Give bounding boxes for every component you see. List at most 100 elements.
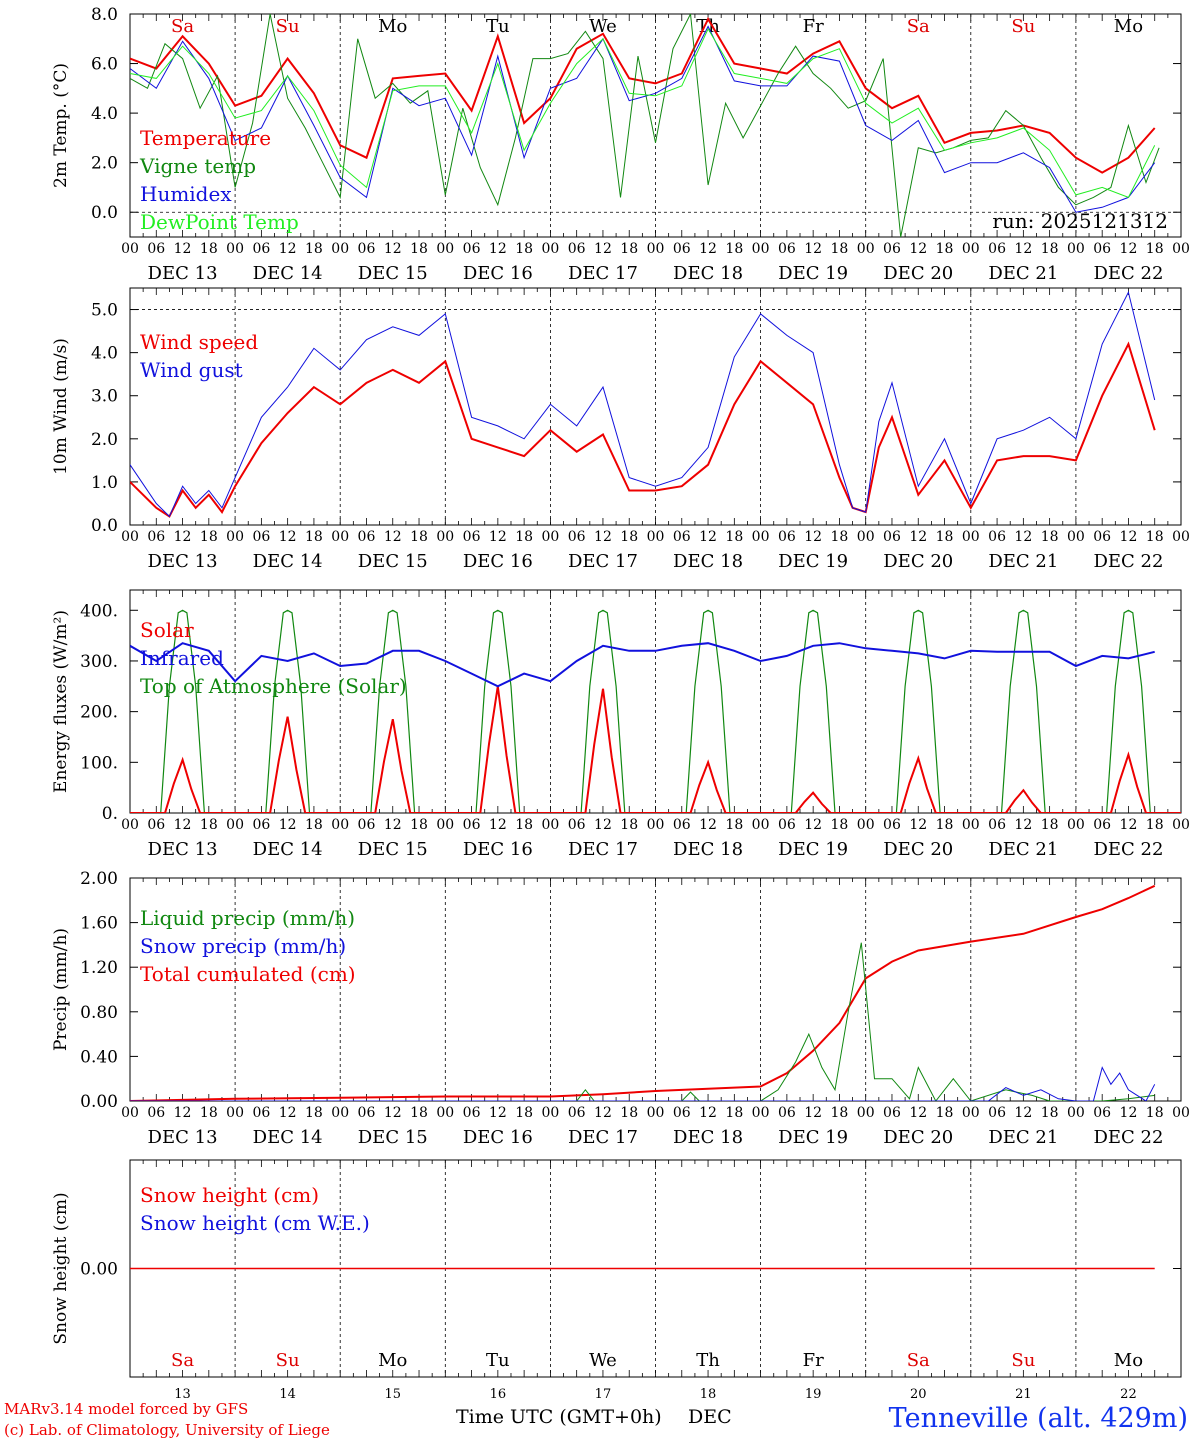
hour-tick-label: 12 bbox=[384, 817, 402, 833]
hour-tick-label: 12 bbox=[1120, 529, 1138, 545]
series-liquid-precip-mm-h- bbox=[130, 942, 1155, 1101]
y-axis-title: 10m Wind (m/s) bbox=[51, 338, 71, 475]
legend-entry: Temperature bbox=[140, 126, 271, 150]
date-label: DEC 14 bbox=[253, 839, 323, 860]
hour-tick-label: 06 bbox=[1093, 1105, 1111, 1121]
day-number: 19 bbox=[805, 1387, 822, 1402]
hour-tick-label: 06 bbox=[778, 1105, 796, 1121]
hour-tick-label: 06 bbox=[883, 1105, 901, 1121]
y-tick-label: 300. bbox=[80, 652, 118, 672]
hour-tick-label: 00 bbox=[962, 241, 980, 257]
legend-entry: Solar bbox=[140, 618, 194, 642]
hour-tick-label: 06 bbox=[463, 1105, 481, 1121]
hour-tick-label: 18 bbox=[1146, 529, 1164, 545]
y-tick-label: 1.20 bbox=[80, 958, 118, 978]
hour-tick-label: 12 bbox=[1120, 1105, 1138, 1121]
y-tick-label: 0.00 bbox=[80, 1092, 118, 1112]
legend-entry: Liquid precip (mm/h) bbox=[140, 906, 355, 930]
hour-tick-label: 06 bbox=[988, 1105, 1006, 1121]
hour-tick-label: 00 bbox=[541, 817, 559, 833]
panel-precip: 2.00 1.60 1.20 0.80 0.40 0.00 Precip (mm/h) 00 0… bbox=[51, 869, 1190, 1148]
date-label: DEC 13 bbox=[148, 551, 218, 572]
y-tick-label: 0.40 bbox=[80, 1047, 118, 1067]
y-tick-label: 0.0 bbox=[91, 516, 118, 536]
panel-snow: 0.00 Snow height (cm) Sa Su Mo Tu We Th Fr Sa Su Mo… bbox=[51, 1159, 1182, 1402]
hour-tick-label: 12 bbox=[699, 1105, 717, 1121]
hour-tick-label: 12 bbox=[1014, 241, 1032, 257]
hour-tick-label: 00 bbox=[226, 241, 244, 257]
legend-entry: Snow precip (mm/h) bbox=[140, 934, 346, 958]
legend-entry: DewPoint Temp bbox=[140, 210, 299, 234]
hour-tick-label: 12 bbox=[279, 241, 297, 257]
hour-tick-label: 00 bbox=[857, 529, 875, 545]
hour-tick-label: 00 bbox=[331, 241, 349, 257]
hour-tick-label: 18 bbox=[410, 1105, 428, 1121]
hour-tick-label: 00 bbox=[857, 241, 875, 257]
y-tick-label: 1.60 bbox=[80, 914, 118, 934]
hour-tick-label: 18 bbox=[620, 1105, 638, 1121]
hour-tick-label: 06 bbox=[252, 817, 270, 833]
hour-tick-label: 00 bbox=[121, 1105, 139, 1121]
day-name: Sa bbox=[907, 1350, 930, 1371]
panel-frame bbox=[129, 589, 1182, 814]
hour-tick-label: 00 bbox=[436, 817, 454, 833]
hour-tick-label: 06 bbox=[463, 241, 481, 257]
legend-entry: Wind gust bbox=[140, 358, 243, 382]
hour-tick-label: 18 bbox=[1041, 241, 1059, 257]
legend-entry: Snow height (cm W.E.) bbox=[140, 1211, 370, 1235]
date-label: DEC 17 bbox=[568, 551, 638, 572]
day-number: 13 bbox=[174, 1387, 191, 1402]
hour-tick-label: 12 bbox=[489, 241, 507, 257]
hour-tick-label: 18 bbox=[515, 817, 533, 833]
station-name: Tenneville (alt. 429m) bbox=[889, 1403, 1188, 1434]
hour-tick-label: 12 bbox=[174, 529, 192, 545]
day-number: 17 bbox=[595, 1387, 612, 1402]
hour-tick-label: 06 bbox=[673, 817, 691, 833]
hour-tick-label: 00 bbox=[541, 241, 559, 257]
y-tick-label: 4.0 bbox=[91, 104, 118, 124]
day-number: 18 bbox=[700, 1387, 717, 1402]
hour-tick-label: 12 bbox=[174, 1105, 192, 1121]
y-tick-label: 3.0 bbox=[91, 387, 118, 407]
day-name: Fr bbox=[803, 16, 824, 37]
hour-tick-label: 18 bbox=[831, 817, 849, 833]
hour-tick-label: 06 bbox=[778, 817, 796, 833]
legend-entry: Humidex bbox=[140, 182, 232, 206]
day-name: Tu bbox=[486, 1350, 510, 1371]
hour-tick-label: 18 bbox=[515, 241, 533, 257]
date-label: DEC 19 bbox=[778, 839, 848, 860]
hour-tick-label: 12 bbox=[489, 529, 507, 545]
hour-tick-label: 00 bbox=[647, 1105, 665, 1121]
day-name: Mo bbox=[1114, 1350, 1143, 1371]
hour-tick-label: 06 bbox=[252, 529, 270, 545]
hour-tick-label: 12 bbox=[909, 817, 927, 833]
hour-tick-label: 18 bbox=[1146, 1105, 1164, 1121]
hour-tick-label: 06 bbox=[147, 1105, 165, 1121]
model-credit: MARv3.14 model forced by GFS bbox=[4, 1400, 248, 1418]
hour-tick-label: 12 bbox=[699, 817, 717, 833]
day-name: Sa bbox=[171, 16, 194, 37]
hour-tick-label: 12 bbox=[1120, 817, 1138, 833]
date-label: DEC 18 bbox=[673, 263, 743, 284]
date-label: DEC 21 bbox=[988, 839, 1058, 860]
hour-tick-label: 00 bbox=[1172, 817, 1190, 833]
hour-tick-label: 00 bbox=[436, 1105, 454, 1121]
hour-tick-label: 00 bbox=[1172, 529, 1190, 545]
date-label: DEC 15 bbox=[358, 263, 428, 284]
date-label: DEC 22 bbox=[1093, 263, 1163, 284]
y-tick-label: 0.0 bbox=[91, 203, 118, 223]
panel-wind: 5.0 4.0 3.0 2.0 1.0 0.0 10m Wind (m/s) 00 06 12 18… bbox=[51, 287, 1190, 572]
hour-tick-label: 18 bbox=[200, 1105, 218, 1121]
hour-tick-label: 06 bbox=[568, 1105, 586, 1121]
date-label: DEC 17 bbox=[568, 263, 638, 284]
hour-tick-label: 18 bbox=[936, 1105, 954, 1121]
date-label: DEC 13 bbox=[148, 263, 218, 284]
hour-tick-label: 06 bbox=[673, 1105, 691, 1121]
series-solar bbox=[130, 686, 1181, 813]
hour-tick-label: 06 bbox=[568, 241, 586, 257]
y-tick-label: 1.0 bbox=[91, 473, 118, 493]
series-temperature bbox=[130, 16, 1156, 174]
hour-tick-label: 00 bbox=[1067, 529, 1085, 545]
date-label: DEC 14 bbox=[253, 263, 323, 284]
legend-entry: Wind speed bbox=[140, 330, 258, 354]
